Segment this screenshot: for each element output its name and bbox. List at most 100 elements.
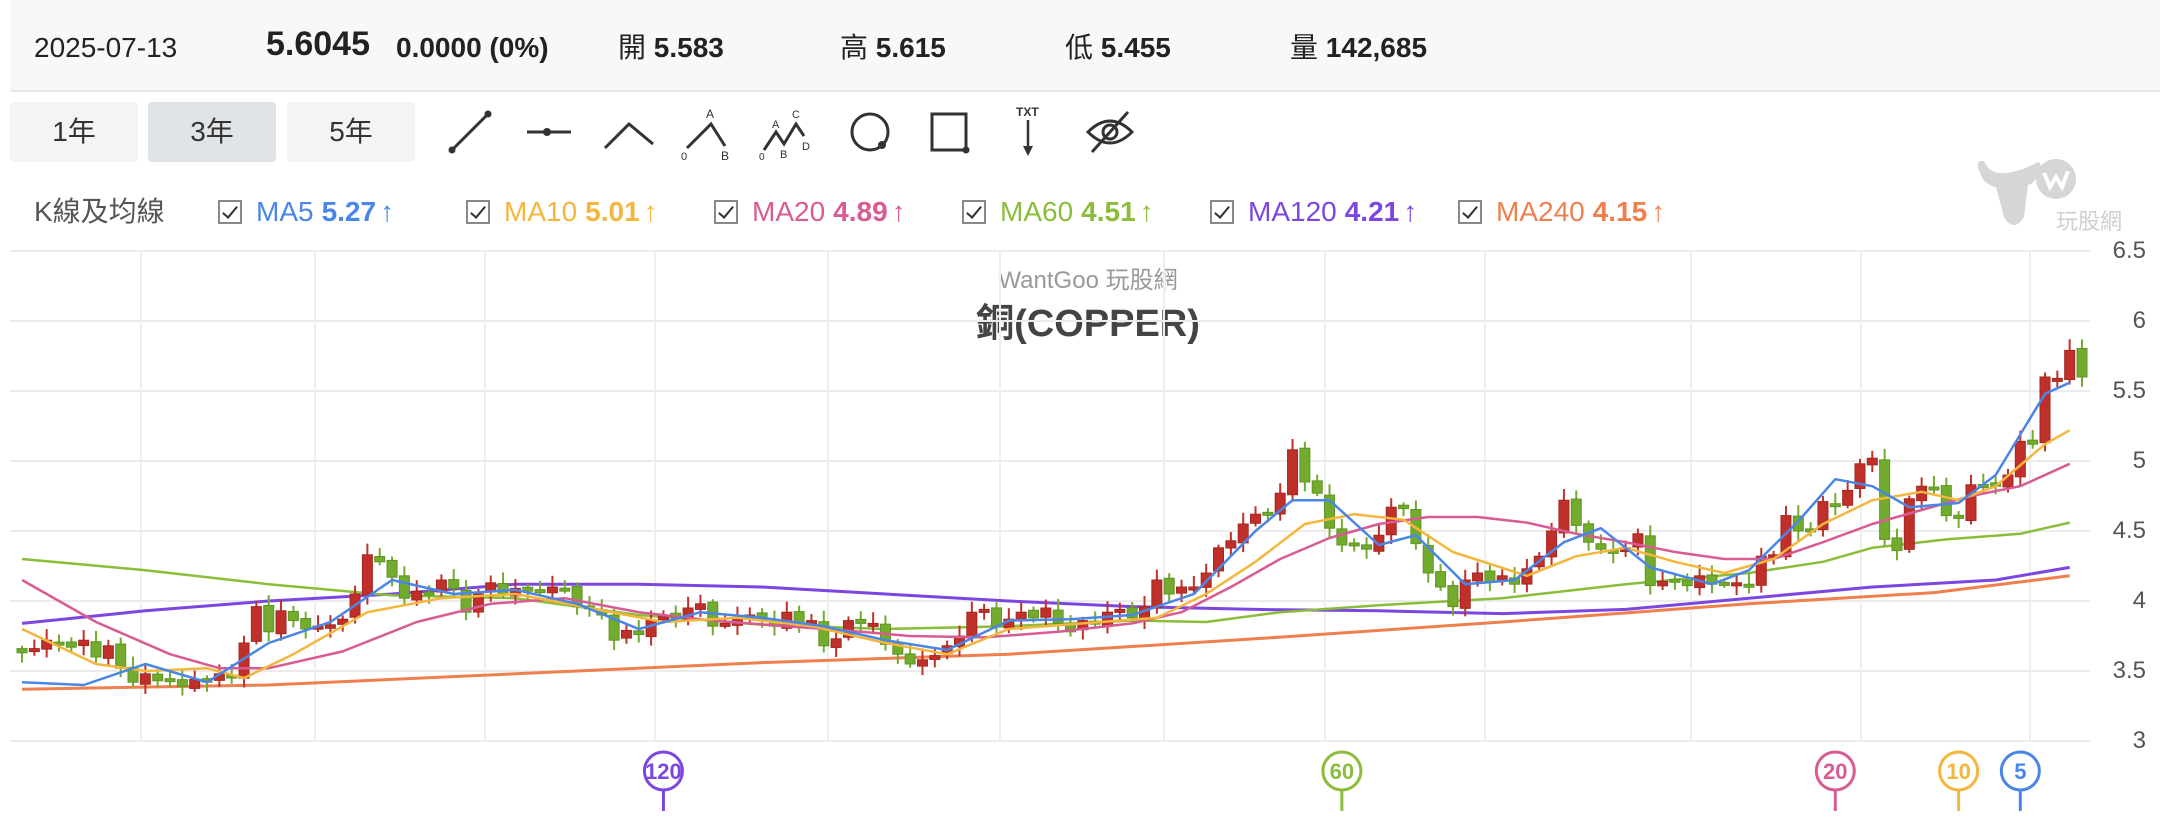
candle-body [608, 614, 620, 641]
candle-body [929, 655, 941, 661]
open-stat: 開 5.583 [618, 32, 724, 63]
period-marker-ma120 [642, 750, 684, 792]
candle-body [1681, 579, 1693, 587]
candle-body [559, 587, 571, 592]
hide-drawings-tool[interactable] [1078, 104, 1142, 160]
candle-body [90, 641, 102, 658]
period-marker-label: 10 [1946, 759, 1970, 784]
angle-line-icon [603, 121, 654, 150]
horizontal-line-icon [527, 128, 571, 136]
ma240-line [21, 574, 2070, 691]
candle-body [1472, 572, 1484, 582]
ma5-checkbox[interactable] [218, 200, 242, 224]
ma10-checkbox[interactable] [466, 200, 490, 224]
ma5-arrow-icon: ↑ [380, 196, 395, 227]
candle-body [139, 673, 151, 685]
candle-body [2076, 347, 2088, 378]
ma120-checkbox[interactable] [1210, 200, 1234, 224]
candle-body [65, 641, 77, 648]
candle-body [620, 629, 632, 639]
candle-body [1595, 543, 1607, 550]
candle-body [818, 621, 830, 647]
ma240-checkbox[interactable] [1458, 200, 1482, 224]
ma240-name: MA240 [1496, 196, 1585, 227]
candle-body [1435, 571, 1447, 588]
chart-title: 銅(COPPER) [976, 303, 1200, 345]
ma5-name: MA5 [256, 196, 314, 227]
candle-body [1361, 544, 1373, 550]
candle-body [966, 611, 978, 639]
candle-body [978, 608, 990, 613]
candle-body [534, 589, 546, 594]
horizontal-line-tool[interactable] [517, 104, 581, 160]
legend-ma60[interactable]: MA60 4.51 ↑ [962, 192, 1154, 232]
candle-body [263, 604, 275, 633]
candle-body [2014, 440, 2026, 478]
circle-icon [850, 112, 890, 152]
candle-body [1398, 504, 1410, 510]
candle-body [645, 620, 657, 638]
svg-text:TXT: TXT [1016, 105, 1039, 119]
candle-body [867, 622, 879, 627]
legend-ma240[interactable]: MA240 4.15 ↑ [1458, 192, 1665, 232]
candle-body [287, 610, 299, 622]
candle-body [1213, 547, 1225, 572]
candle-body [386, 559, 398, 578]
angle-line-tool[interactable] [597, 104, 661, 160]
ma20-checkbox[interactable] [714, 200, 738, 224]
ma20-name: MA20 [752, 196, 826, 227]
trend-line-tool[interactable] [438, 104, 502, 160]
period-marker-ma10 [1938, 750, 1980, 792]
candle-body [1176, 586, 1188, 594]
candle-body [830, 638, 842, 648]
ma60-value: 4.51 [1081, 196, 1136, 227]
abc-pattern-tool[interactable]: A 0 B [679, 104, 743, 163]
candle-body [1903, 498, 1915, 550]
legend-ma10[interactable]: MA10 5.01 ↑ [466, 192, 658, 232]
y-tick-label: 3 [2132, 727, 2146, 754]
candle-body [102, 645, 114, 659]
ma20-line [21, 462, 2071, 670]
candle-body [1052, 609, 1064, 624]
candle-body [1780, 515, 1792, 558]
legend-ma5[interactable]: MA5 5.27 ↑ [218, 192, 394, 232]
text-annotation-tool[interactable]: TXT [996, 104, 1060, 160]
candle-body [1114, 608, 1126, 613]
trend-line-icon [448, 110, 492, 154]
range-3y-button[interactable]: 3年 [148, 102, 276, 162]
candle-body [1842, 489, 1854, 506]
last-price: 5.6045 [266, 25, 370, 63]
candle-body [1657, 580, 1669, 587]
period-marker-label: 5 [2014, 759, 2026, 784]
legend-ma120[interactable]: MA120 4.21 ↑ [1210, 192, 1417, 232]
ma5-value: 5.27 [321, 196, 377, 227]
candle-body [1287, 449, 1299, 496]
circle-tool[interactable] [838, 104, 902, 160]
candle-body [1163, 577, 1175, 595]
range-5y-button[interactable]: 5年 [287, 102, 415, 162]
ma60-arrow-icon: ↑ [1139, 196, 1154, 227]
legend-ma20[interactable]: MA20 4.89 ↑ [714, 192, 906, 232]
svg-text:A: A [706, 107, 714, 121]
abcd-pattern-icon: AC 0 B D [759, 109, 810, 163]
candle-body [855, 618, 867, 624]
candle-body [176, 679, 188, 687]
ma60-checkbox[interactable] [962, 200, 986, 224]
y-tick-label: 6.5 [2112, 237, 2146, 264]
ma-legend: K線及均線 MA5 5.27 ↑ MA10 5.01 ↑ MA20 4.89 ↑ MA60 4… [0, 192, 2160, 232]
svg-text:玩股網: 玩股網 [2056, 210, 2122, 235]
candle-body [497, 582, 509, 595]
ma60-line [21, 521, 2070, 631]
candlestick-chart[interactable]: 120 60 20 10 5 [0, 240, 2160, 834]
ma10-arrow-icon: ↑ [643, 196, 658, 227]
range-1y-button[interactable]: 1年 [10, 102, 138, 162]
candle-body [1274, 492, 1286, 515]
rectangle-tool[interactable] [918, 104, 982, 160]
period-marker-ma20 [1814, 750, 1856, 792]
candle-body [115, 643, 127, 669]
volume-stat: 量 142,685 [1290, 32, 1428, 63]
chart-watermark: WantGoo 玩股網 [998, 267, 1178, 294]
candle-body [546, 586, 558, 594]
candle-body [633, 630, 645, 636]
